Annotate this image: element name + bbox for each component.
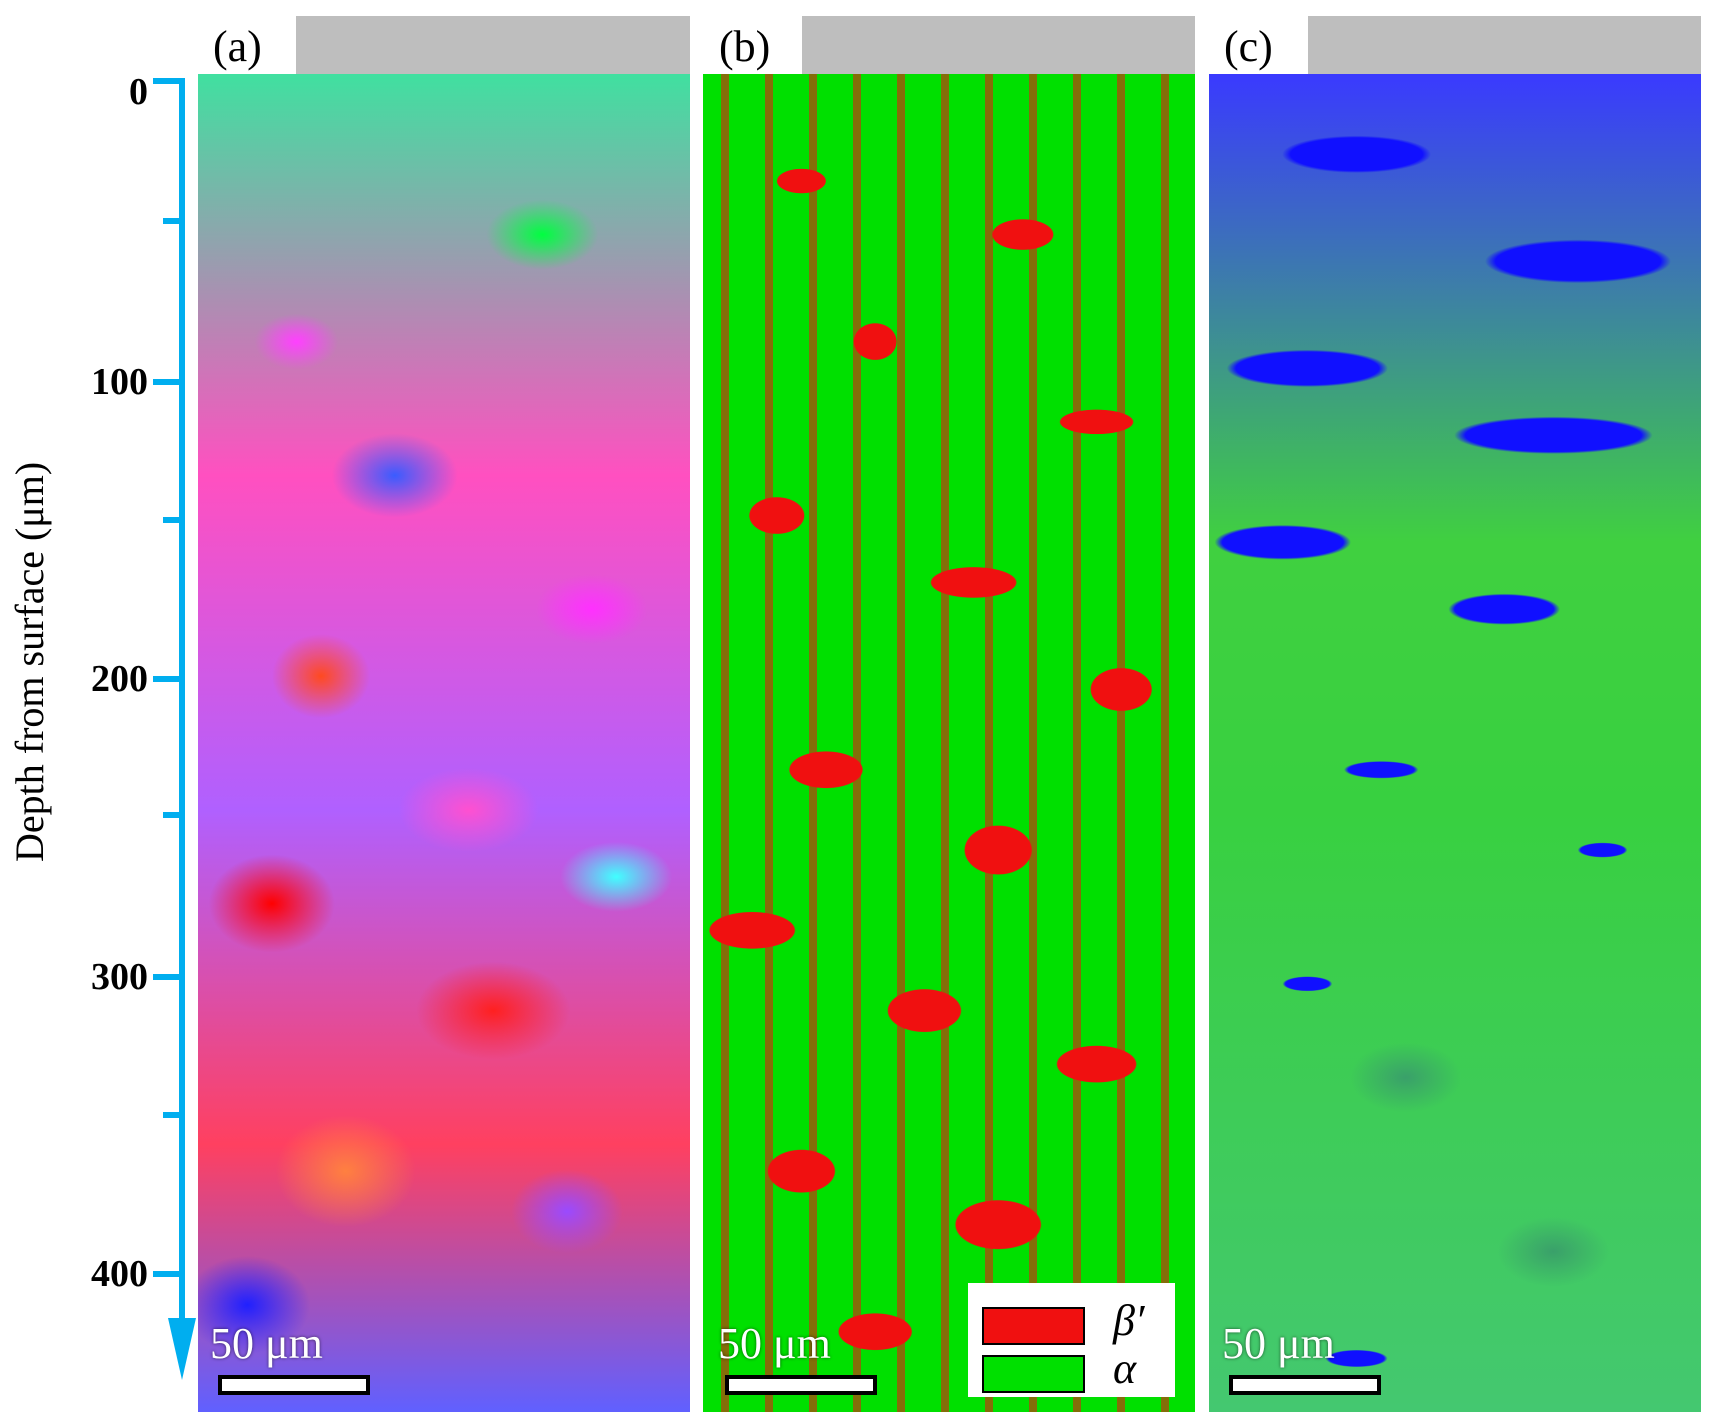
depth-axis-line [179, 78, 185, 1333]
panel-a-scale-label: 50 μm [210, 1319, 323, 1368]
panel-b-phase-map [703, 74, 1195, 1412]
panel-c-strain-map [1209, 74, 1701, 1412]
panel-b-surface-bar [802, 16, 1195, 76]
axis-tick-label: 400 [91, 1253, 148, 1295]
panel-b-scale-bar [725, 1375, 877, 1395]
axis-minor-tick [163, 812, 181, 818]
legend-label-alpha: α [1113, 1344, 1137, 1393]
axis-minor-tick [163, 1112, 181, 1118]
panel-b-scale-label: 50 μm [718, 1319, 831, 1368]
panel-a-surface-bar [296, 16, 690, 76]
axis-major-tick [153, 1271, 181, 1277]
depth-axis-arrow-icon [168, 1318, 196, 1380]
panel-b-label: (b) [719, 22, 771, 71]
panel-a-orientation-map [198, 74, 690, 1412]
panel-c-scale-label: 50 μm [1222, 1319, 1335, 1368]
axis-tick-label: 300 [91, 956, 148, 998]
axis-major-tick [153, 974, 181, 980]
legend-swatch-alpha [982, 1355, 1085, 1393]
panel-c-scale-bar [1229, 1375, 1381, 1395]
legend-swatch-beta [982, 1307, 1085, 1345]
axis-tick-label: 0 [129, 71, 148, 113]
depth-axis-top-tick [153, 78, 185, 84]
panel-a-scale-bar [218, 1375, 370, 1395]
panel-a-label: (a) [213, 22, 262, 71]
legend-label-beta: β′ [1113, 1296, 1145, 1345]
axis-tick-label: 100 [91, 361, 148, 403]
axis-tick-label: 200 [91, 658, 148, 700]
axis-major-tick [153, 379, 181, 385]
axis-minor-tick [163, 218, 181, 224]
axis-minor-tick [163, 517, 181, 523]
phase-legend: β′ α [968, 1283, 1175, 1397]
axis-major-tick [153, 676, 181, 682]
panel-c-label: (c) [1224, 22, 1273, 71]
panel-c-surface-bar [1308, 16, 1701, 76]
